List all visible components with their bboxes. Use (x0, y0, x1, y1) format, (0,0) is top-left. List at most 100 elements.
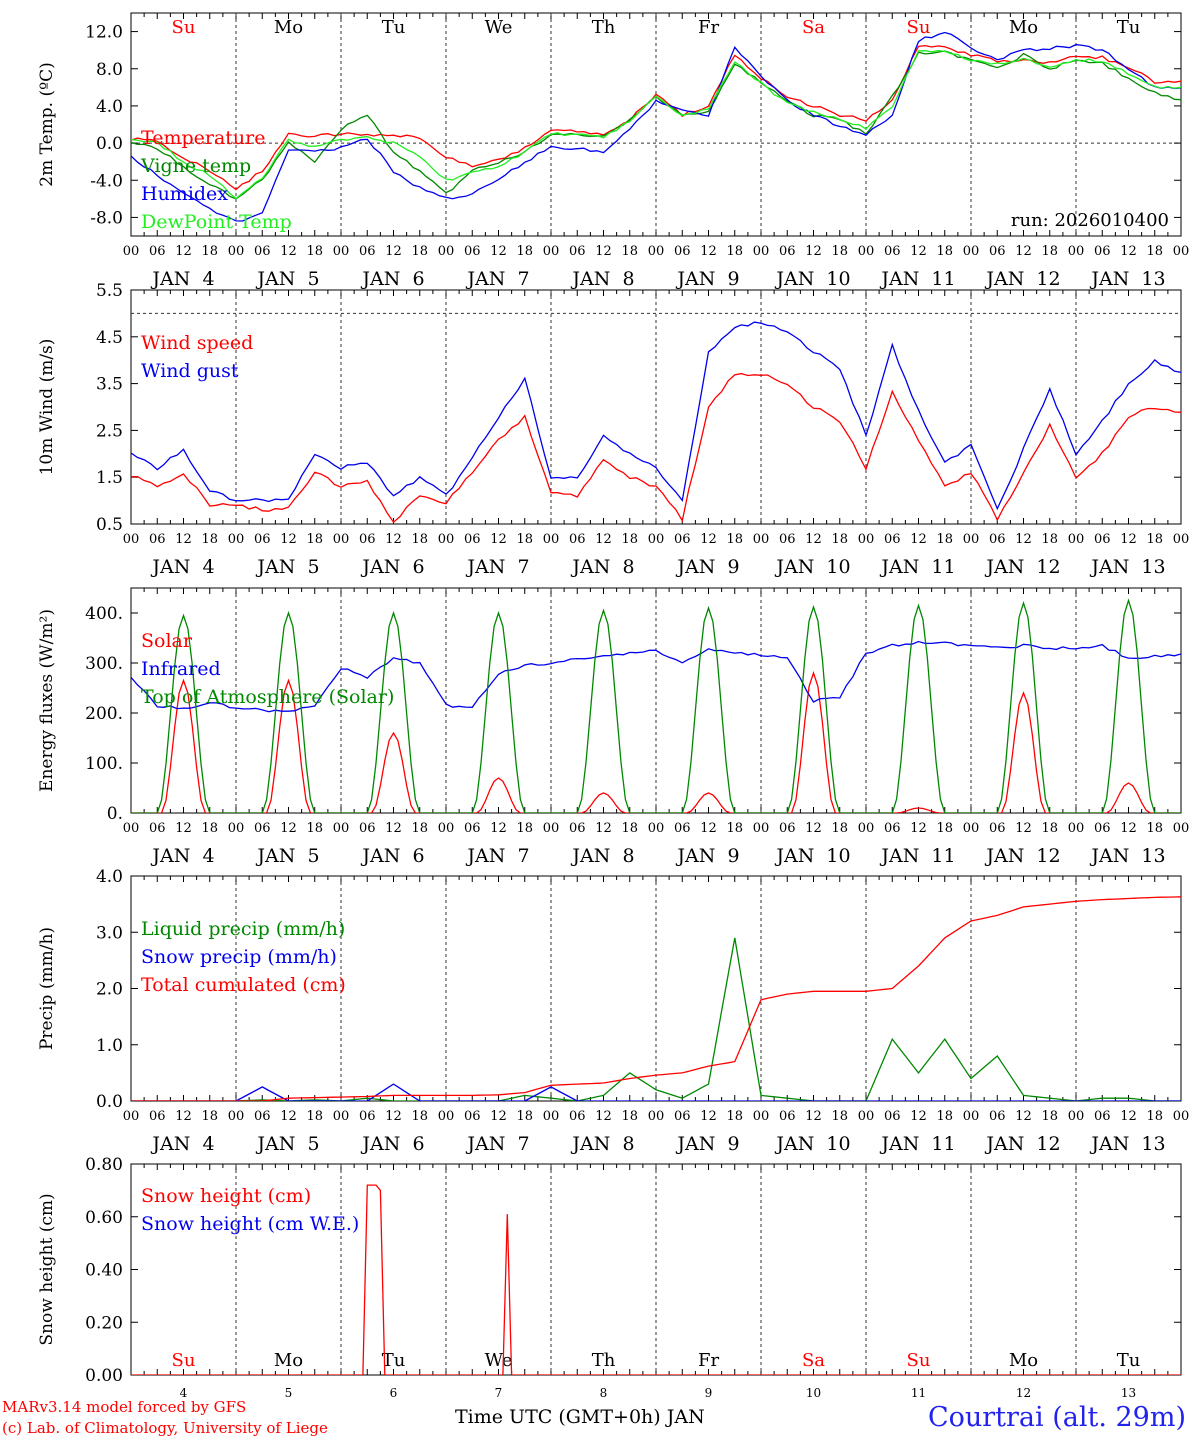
x-hour-label: 06 (569, 532, 586, 547)
x-date-label: JAN 8 (570, 1133, 634, 1155)
y-tick-label: 3.5 (96, 375, 123, 395)
x-hour-label: 18 (516, 244, 533, 259)
x-date-label: JAN 13 (1089, 845, 1165, 867)
x-hour-label: 06 (884, 244, 901, 259)
y-tick-label: 5.5 (96, 281, 123, 301)
day-number-label: 10 (806, 1386, 821, 1400)
x-hour-label: 00 (648, 1109, 665, 1124)
x-hour-label: 18 (411, 244, 428, 259)
x-date-label: JAN 13 (1089, 1133, 1165, 1155)
x-hour-label: 12 (280, 821, 297, 836)
x-date-label: JAN 13 (1089, 556, 1165, 578)
x-hour-label: 06 (254, 821, 271, 836)
series-line-top-of-atmosphere-solar- (131, 598, 1181, 813)
day-of-week-label: Mo (1009, 1350, 1038, 1371)
y-tick-label: 8.0 (96, 60, 123, 80)
x-date-label: JAN 7 (465, 268, 529, 290)
x-hour-label: 06 (1094, 821, 1111, 836)
x-hour-label: 12 (1120, 821, 1137, 836)
x-hour-label: 18 (936, 532, 953, 547)
x-hour-label: 18 (726, 244, 743, 259)
x-hour-label: 18 (411, 1109, 428, 1124)
x-hour-label: 00 (1068, 1109, 1085, 1124)
x-hour-label: 00 (753, 821, 770, 836)
y-tick-label: 4.0 (96, 867, 123, 887)
x-hour-label: 12 (175, 821, 192, 836)
y-tick-label: 0.60 (85, 1208, 123, 1228)
x-hour-label: 00 (228, 532, 245, 547)
series-line-snow-height-cm- (131, 1184, 1181, 1375)
day-number-label: 11 (911, 1386, 926, 1400)
y-tick-label: 0.80 (85, 1155, 123, 1175)
x-hour-label: 12 (700, 1109, 717, 1124)
x-hour-label: 06 (1094, 532, 1111, 547)
x-date-label: JAN 12 (984, 268, 1060, 290)
x-hour-label: 00 (753, 532, 770, 547)
x-hour-label: 06 (989, 1109, 1006, 1124)
x-date-label: JAN 11 (879, 268, 955, 290)
x-date-label: JAN 12 (984, 556, 1060, 578)
series-line-temperature (131, 44, 1181, 191)
x-hour-label: 06 (149, 1109, 166, 1124)
day-number-label: 4 (180, 1386, 188, 1400)
x-hour-label: 12 (595, 821, 612, 836)
x-hour-label: 06 (149, 821, 166, 836)
legend-entry: Snow height (cm) (141, 1185, 311, 1207)
x-date-label: JAN 5 (255, 556, 319, 578)
x-hour-label: 00 (963, 532, 980, 547)
x-hour-label: 18 (516, 821, 533, 836)
legend-entry: Wind gust (141, 360, 239, 382)
day-number-label: 5 (285, 1386, 293, 1400)
x-hour-label: 00 (123, 532, 140, 547)
x-hour-label: 18 (306, 244, 323, 259)
series-line-infrared (131, 640, 1181, 713)
day-of-week-label: Tu (1117, 1350, 1141, 1371)
x-hour-label: 12 (385, 1109, 402, 1124)
legend-entry: Snow height (cm W.E.) (141, 1213, 359, 1235)
legend-entry: Snow precip (mm/h) (141, 946, 337, 968)
x-hour-label: 06 (149, 532, 166, 547)
x-hour-label: 12 (595, 1109, 612, 1124)
y-tick-label: 0.20 (85, 1313, 123, 1333)
x-hour-label: 00 (228, 244, 245, 259)
x-date-label: JAN 11 (879, 556, 955, 578)
x-hour-label: 06 (464, 821, 481, 836)
day-number-label: 8 (600, 1386, 608, 1400)
y-tick-label: 200. (85, 704, 123, 724)
y-tick-label: 1.0 (96, 1036, 123, 1056)
x-hour-label: 06 (884, 1109, 901, 1124)
x-date-label: JAN 10 (774, 268, 850, 290)
x-hour-label: 00 (858, 532, 875, 547)
x-hour-label: 12 (910, 532, 927, 547)
x-date-label: JAN 5 (255, 268, 319, 290)
day-of-week-label: Su (907, 17, 931, 38)
x-hour-label: 06 (989, 244, 1006, 259)
x-hour-label: 12 (700, 821, 717, 836)
x-hour-label: 06 (779, 244, 796, 259)
series-line-wind-speed (131, 372, 1181, 524)
day-of-week-label: Tu (382, 1350, 406, 1371)
x-hour-label: 06 (254, 1109, 271, 1124)
y-tick-label: 400. (85, 604, 123, 624)
x-hour-label: 00 (858, 821, 875, 836)
x-date-label: JAN 8 (570, 845, 634, 867)
x-hour-label: 12 (1120, 244, 1137, 259)
x-hour-label: 18 (831, 244, 848, 259)
x-hour-label: 06 (674, 1109, 691, 1124)
x-date-label: JAN 4 (150, 845, 214, 867)
series-line-liquid-precip-mm-h- (131, 937, 1181, 1101)
day-number-label: 12 (1016, 1386, 1031, 1400)
series-line-total-cumulated-cm- (131, 896, 1181, 1101)
x-hour-label: 00 (438, 1109, 455, 1124)
x-hour-label: 00 (648, 821, 665, 836)
x-hour-label: 12 (805, 532, 822, 547)
x-hour-label: 18 (306, 532, 323, 547)
x-hour-label: 18 (1041, 532, 1058, 547)
x-hour-label: 06 (149, 244, 166, 259)
x-hour-label: 12 (490, 244, 507, 259)
x-hour-label: 06 (569, 821, 586, 836)
x-hour-label: 18 (306, 821, 323, 836)
x-hour-label: 18 (1041, 244, 1058, 259)
panel-frame (130, 12, 1182, 237)
x-hour-label: 12 (385, 821, 402, 836)
